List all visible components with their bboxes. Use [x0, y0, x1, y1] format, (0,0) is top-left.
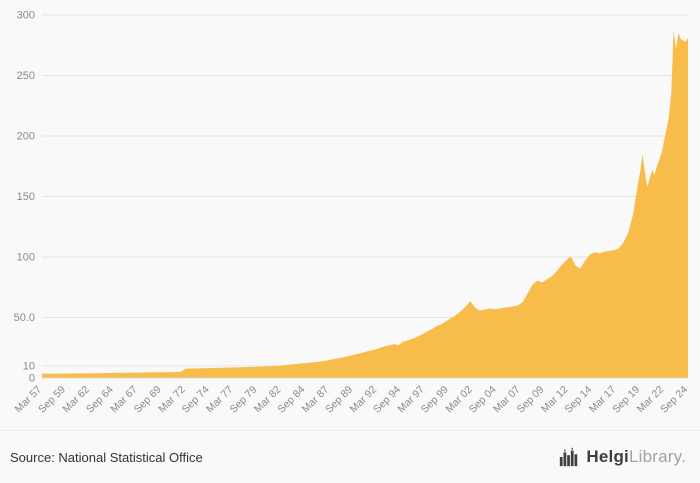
- y-tick-label: 50.0: [14, 312, 35, 324]
- y-tick-label: 150: [17, 191, 35, 203]
- y-tick-label: 250: [17, 70, 35, 82]
- y-tick-label: 200: [17, 131, 35, 143]
- source-label: Source: National Statistical Office: [10, 449, 203, 465]
- y-tick-label: 300: [17, 10, 35, 22]
- x-tick-label: Sep 24: [658, 384, 690, 416]
- brand-text: HelgiLibrary.: [586, 447, 686, 467]
- chart-container: 0 10 50.0 100 150 200 250 300 Mar 57 Sep 59 Mar 62…: [13, 10, 691, 416]
- y-tick-label: 0: [29, 373, 35, 385]
- footer: Source: National Statistical Office Helg…: [0, 430, 700, 483]
- helgi-library-skyline-icon: [560, 447, 578, 467]
- y-tick-label: 100: [17, 252, 35, 264]
- brand-suffix: .: [681, 447, 686, 466]
- area-series: [42, 30, 688, 378]
- helgi-library-logo[interactable]: HelgiLibrary.: [558, 446, 686, 468]
- y-tick-label: 10: [23, 360, 35, 372]
- brand-secondary: Library: [628, 447, 682, 466]
- brand-primary: Helgi: [586, 447, 629, 466]
